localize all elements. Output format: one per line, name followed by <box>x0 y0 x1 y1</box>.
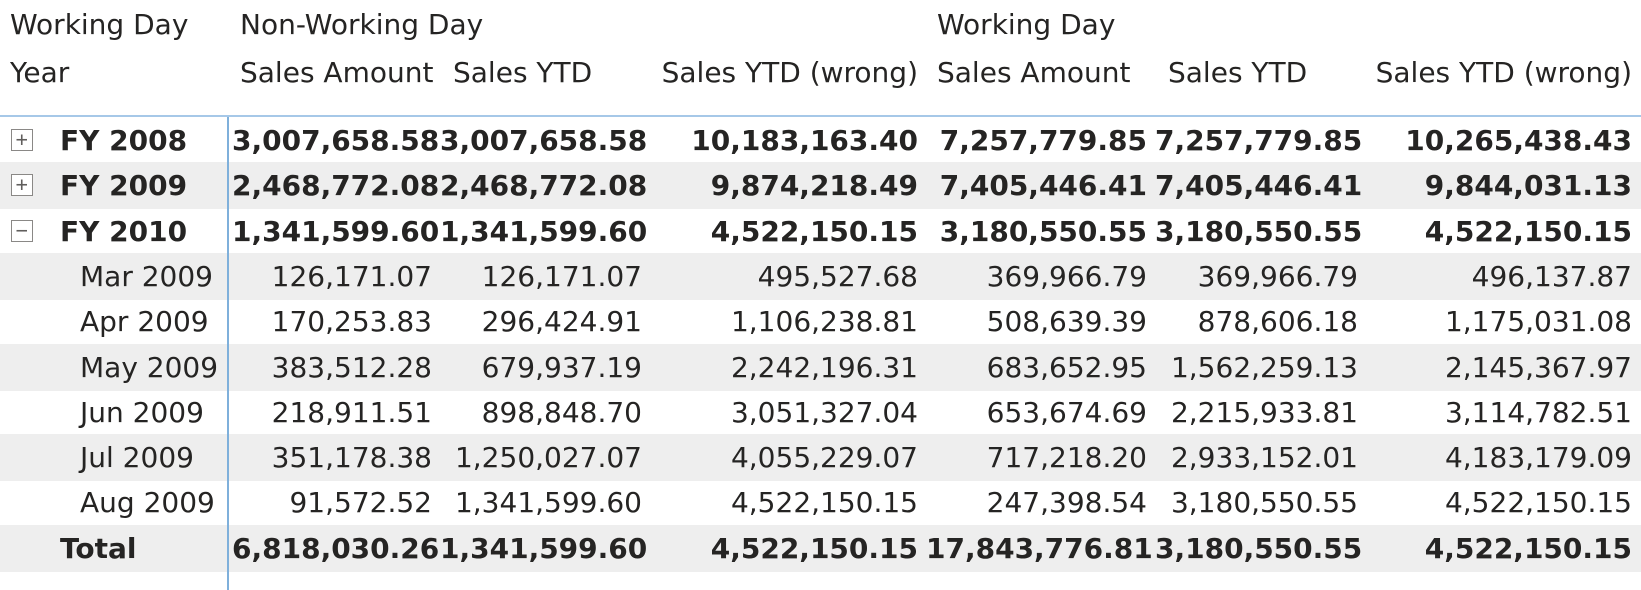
matrix-row[interactable]: Jul 2009 351,178.38 1,250,027.07 4,055,229.… <box>0 434 1641 482</box>
value-cell: 383,512.28 <box>271 350 432 384</box>
value-cell: 495,527.68 <box>757 259 918 293</box>
value-cell: 2,242,196.31 <box>730 350 918 384</box>
value-cell: 4,522,150.15 <box>1424 531 1632 565</box>
value-cell: 296,424.91 <box>481 305 642 339</box>
value-cell: 683,652.95 <box>986 350 1147 384</box>
value-cell: 3,180,550.55 <box>939 214 1147 248</box>
value-cell: 3,007,658.58 <box>232 124 440 157</box>
value-cell: 91,572.52 <box>289 486 432 520</box>
value-cell: 496,137.87 <box>1471 259 1632 293</box>
row-label: Apr 2009 <box>80 305 209 339</box>
value-cell: 4,183,179.09 <box>1444 441 1632 475</box>
value-cell: 3,114,782.51 <box>1444 395 1632 429</box>
value-cell: 3,007,658.58 <box>440 124 648 157</box>
row-header-year: Year <box>10 56 70 89</box>
value-cell: 4,522,150.15 <box>710 214 918 248</box>
column-group-working-day: Working Day <box>937 8 1116 41</box>
value-cell: 247,398.54 <box>986 486 1147 520</box>
value-cell: 3,180,550.55 <box>1155 214 1363 248</box>
value-cell: 1,106,238.81 <box>730 305 918 339</box>
value-cell: 9,844,031.13 <box>1424 169 1632 203</box>
row-label: Aug 2009 <box>80 486 215 520</box>
row-label: May 2009 <box>80 350 219 384</box>
expand-icon[interactable] <box>11 129 33 151</box>
value-cell: 7,405,446.41 <box>1155 169 1363 203</box>
value-cell: 218,911.51 <box>271 395 432 429</box>
row-label: FY 2009 <box>60 169 188 203</box>
value-cell: 369,966.79 <box>1197 259 1358 293</box>
value-cell: 4,522,150.15 <box>730 486 918 520</box>
value-cell: 170,253.83 <box>271 305 432 339</box>
value-cell: 2,215,933.81 <box>1170 395 1358 429</box>
value-cell: 508,639.39 <box>986 305 1147 339</box>
value-cell: 3,180,550.55 <box>1170 486 1358 520</box>
column-header-sales-amount[interactable]: Sales Amount <box>240 56 434 89</box>
value-cell: 3,051,327.04 <box>730 395 918 429</box>
value-cell: 1,341,599.60 <box>454 486 642 520</box>
value-cell: 7,405,446.41 <box>939 169 1147 203</box>
value-cell: 17,843,776.81 <box>926 531 1153 565</box>
row-header-working-day: Working Day <box>10 8 189 41</box>
column-header-sales-amount[interactable]: Sales Amount <box>937 56 1131 89</box>
row-label: FY 2010 <box>60 214 188 248</box>
matrix-row[interactable]: Jun 2009 218,911.51 898,848.70 3,051,327.04… <box>0 389 1641 436</box>
header-divider <box>0 115 1641 117</box>
value-cell: 717,218.20 <box>986 441 1147 475</box>
row-label: FY 2008 <box>60 124 188 157</box>
value-cell: 898,848.70 <box>481 395 642 429</box>
row-label: Total <box>60 531 137 565</box>
value-cell: 6,818,030.26 <box>232 531 440 565</box>
matrix-row[interactable]: Mar 2009 126,171.07 126,171.07 495,527.68 36… <box>0 252 1641 300</box>
column-header-sales-ytd[interactable]: Sales YTD <box>1168 56 1308 89</box>
value-cell: 369,966.79 <box>986 259 1147 293</box>
matrix-row-group[interactable]: FY 2009 2,468,772.08 2,468,772.08 9,874,218… <box>0 162 1641 210</box>
row-label: Jul 2009 <box>80 441 194 475</box>
value-cell: 653,674.69 <box>986 395 1147 429</box>
value-cell: 3,180,550.55 <box>1155 531 1363 565</box>
collapse-icon[interactable] <box>11 219 33 242</box>
value-cell: 7,257,779.85 <box>1155 124 1363 157</box>
value-cell: 10,265,438.43 <box>1405 124 1632 157</box>
row-header-divider <box>227 117 229 590</box>
value-cell: 351,178.38 <box>271 441 432 475</box>
value-cell: 10,183,163.40 <box>691 124 918 157</box>
value-cell: 1,341,599.60 <box>232 214 440 248</box>
matrix-row[interactable]: May 2009 383,512.28 679,937.19 2,242,196.31… <box>0 343 1641 391</box>
value-cell: 4,522,150.15 <box>1424 214 1632 248</box>
value-cell: 4,522,150.15 <box>710 531 918 565</box>
value-cell: 1,175,031.08 <box>1444 305 1632 339</box>
column-header-sales-ytd-wrong[interactable]: Sales YTD (wrong) <box>661 56 918 89</box>
row-label: Mar 2009 <box>80 259 213 293</box>
value-cell: 1,341,599.60 <box>440 214 648 248</box>
column-header-sales-ytd[interactable]: Sales YTD <box>453 56 593 89</box>
value-cell: 878,606.18 <box>1197 305 1358 339</box>
value-cell: 7,257,779.85 <box>939 124 1147 157</box>
matrix-row[interactable]: Apr 2009 170,253.83 296,424.91 1,106,238.81… <box>0 298 1641 345</box>
row-label: Jun 2009 <box>80 395 204 429</box>
value-cell: 4,055,229.07 <box>730 441 918 475</box>
value-cell: 2,145,367.97 <box>1444 350 1632 384</box>
matrix-row-group[interactable]: FY 2008 3,007,658.58 3,007,658.58 10,183,16… <box>0 117 1641 164</box>
matrix-row-total[interactable]: Total 6,818,030.26 1,341,599.60 4,522,150.1… <box>0 524 1641 572</box>
value-cell: 1,562,259.13 <box>1170 350 1358 384</box>
value-cell: 1,250,027.07 <box>454 441 642 475</box>
column-header-sales-ytd-wrong[interactable]: Sales YTD (wrong) <box>1375 56 1632 89</box>
value-cell: 2,468,772.08 <box>440 169 648 203</box>
matrix-row[interactable]: Aug 2009 91,572.52 1,341,599.60 4,522,150.1… <box>0 479 1641 526</box>
value-cell: 2,933,152.01 <box>1170 441 1358 475</box>
value-cell: 2,468,772.08 <box>232 169 440 203</box>
value-cell: 126,171.07 <box>481 259 642 293</box>
value-cell: 126,171.07 <box>271 259 432 293</box>
value-cell: 679,937.19 <box>481 350 642 384</box>
column-group-non-working-day: Non-Working Day <box>240 8 484 41</box>
value-cell: 1,341,599.60 <box>440 531 648 565</box>
expand-icon[interactable] <box>11 174 33 197</box>
value-cell: 4,522,150.15 <box>1444 486 1632 520</box>
value-cell: 9,874,218.49 <box>710 169 918 203</box>
matrix-row-group[interactable]: FY 2010 1,341,599.60 1,341,599.60 4,522,150… <box>0 208 1641 255</box>
